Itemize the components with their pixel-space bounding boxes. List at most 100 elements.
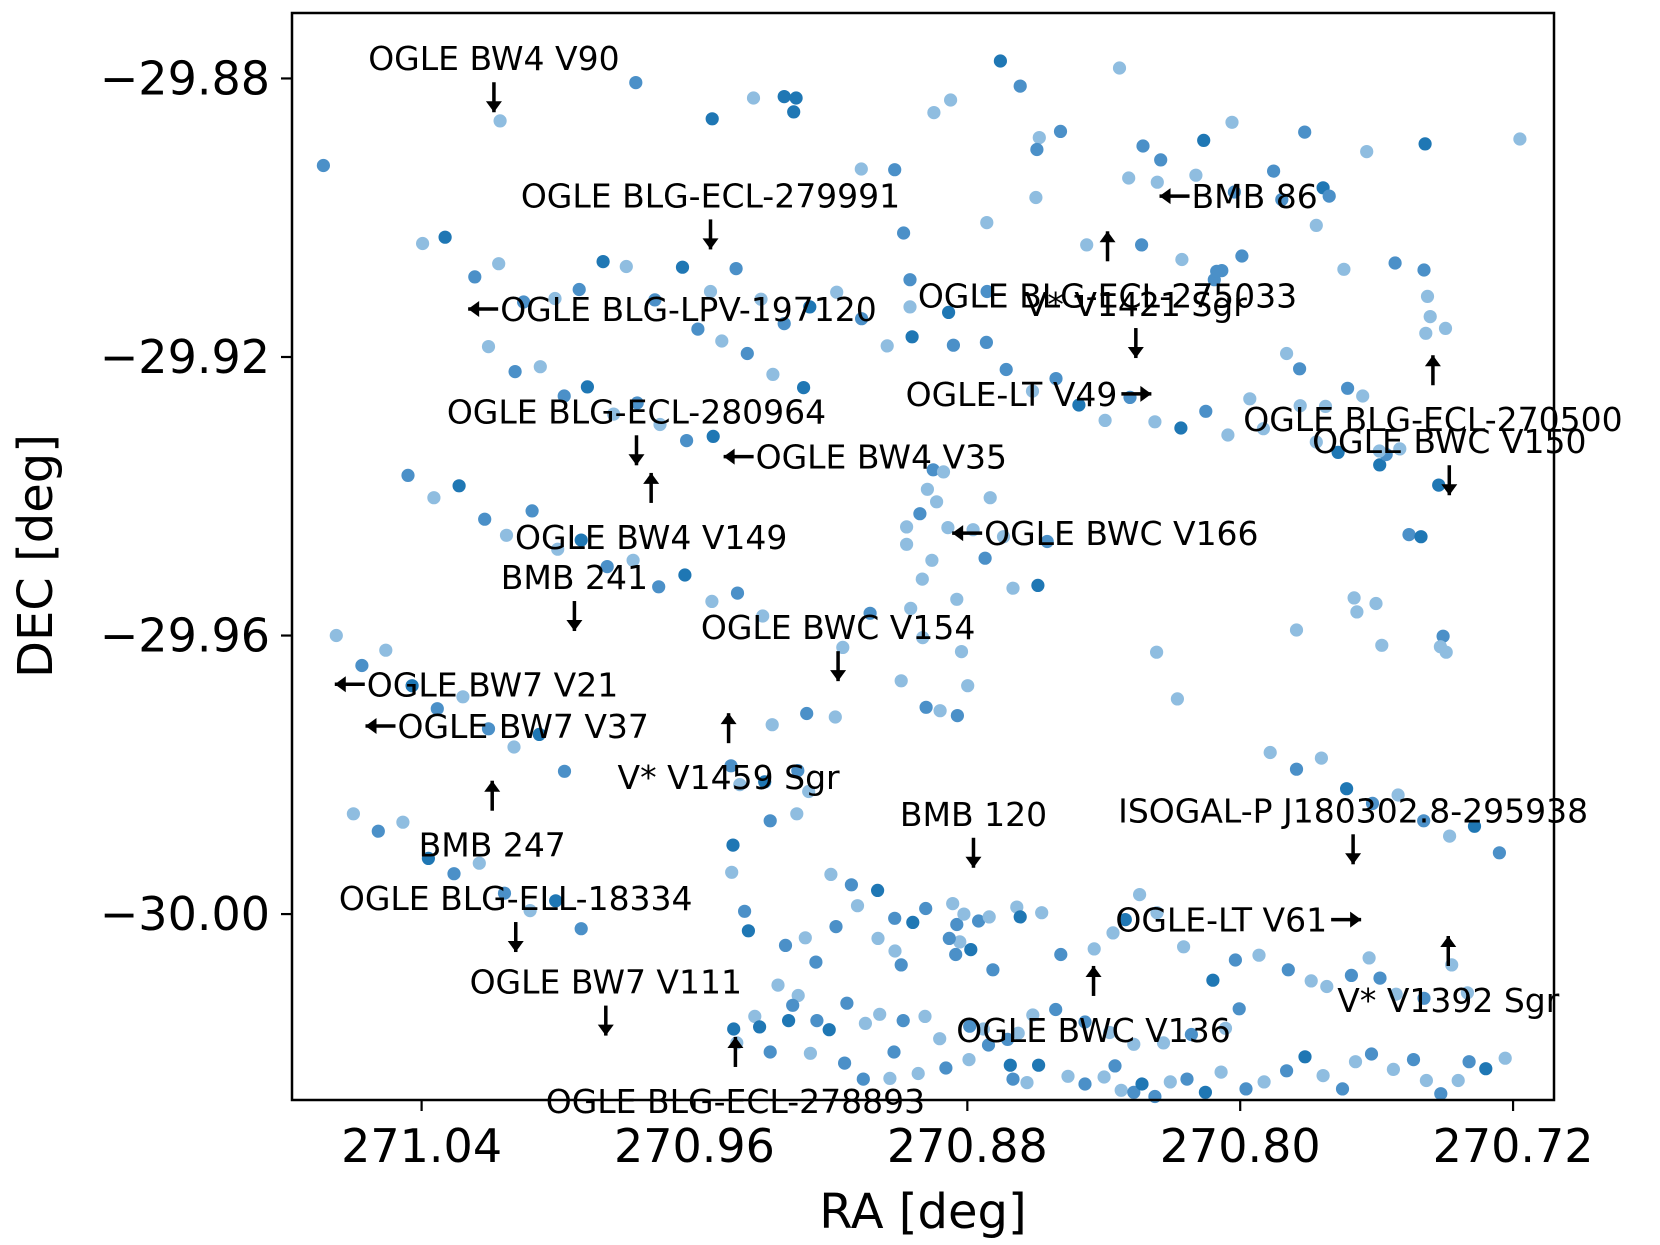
data-point — [911, 1066, 925, 1081]
data-point — [754, 292, 768, 306]
data-point — [1386, 1062, 1400, 1076]
data-point — [939, 1061, 953, 1075]
data-point — [824, 867, 838, 882]
data-point — [1108, 1059, 1122, 1073]
data-point — [1280, 1064, 1294, 1078]
annotation-arrow — [628, 435, 645, 466]
data-point — [1350, 605, 1364, 619]
data-point — [920, 482, 935, 496]
data-point — [1243, 392, 1257, 406]
data-point — [691, 322, 705, 336]
data-point — [983, 491, 997, 505]
data-point — [1106, 926, 1120, 940]
data-point — [888, 944, 902, 958]
data-point — [499, 528, 514, 542]
data-point — [1235, 249, 1249, 263]
data-point — [626, 553, 640, 567]
data-point — [1150, 645, 1164, 659]
data-point — [980, 216, 994, 230]
data-point — [933, 1032, 947, 1046]
data-point — [1316, 1069, 1330, 1083]
data-point — [557, 389, 571, 403]
plot-frame — [290, 11, 1556, 1102]
data-point — [396, 815, 410, 829]
data-point — [1112, 61, 1127, 75]
data-point — [1001, 1032, 1015, 1046]
data-point — [855, 312, 869, 326]
x-tick-label: 270.88 — [887, 1119, 1048, 1173]
annotation-arrow — [1345, 834, 1362, 865]
data-point — [703, 284, 718, 299]
data-point — [925, 553, 939, 567]
data-point — [1369, 596, 1383, 611]
data-point — [1423, 310, 1437, 324]
data-point — [873, 1007, 887, 1021]
data-point — [468, 270, 482, 284]
data-point — [1118, 913, 1132, 927]
data-point — [871, 931, 885, 946]
data-point — [738, 904, 752, 918]
data-point — [1406, 1053, 1421, 1067]
data-point — [1373, 458, 1387, 472]
data-point — [1281, 963, 1295, 977]
annotation-arrow — [727, 1036, 744, 1067]
data-point — [1136, 139, 1150, 153]
data-point — [1432, 478, 1446, 492]
data-point — [863, 606, 877, 620]
data-point — [1189, 168, 1203, 182]
x-tick-label: 270.80 — [1160, 1119, 1321, 1173]
data-point — [523, 904, 537, 918]
data-point — [1013, 79, 1027, 93]
data-point — [1513, 132, 1527, 146]
data-point — [452, 479, 466, 493]
data-point — [810, 1014, 824, 1028]
annotation-label: BMB 241 — [501, 558, 648, 597]
data-point — [549, 894, 563, 908]
data-point — [346, 807, 360, 821]
data-point — [355, 658, 369, 673]
data-point — [836, 640, 850, 655]
annotation-arrow — [952, 525, 983, 542]
data-point — [1097, 1070, 1111, 1084]
data-point — [918, 1009, 932, 1024]
data-point — [982, 910, 996, 924]
annotation-label: OGLE BW7 V21 — [367, 665, 618, 704]
annotation-arrow — [1085, 965, 1102, 996]
data-point — [1199, 404, 1213, 418]
data-point — [1293, 362, 1307, 376]
data-point — [715, 334, 729, 348]
data-point — [1365, 796, 1380, 811]
data-point — [596, 255, 610, 269]
data-point — [942, 931, 956, 946]
data-point — [705, 594, 719, 609]
data-point — [1331, 445, 1345, 459]
data-point — [1239, 1082, 1253, 1096]
data-point — [1175, 252, 1189, 267]
annotation-label: BMB 120 — [900, 795, 1047, 834]
data-point — [1049, 372, 1063, 386]
data-point — [844, 878, 859, 892]
data-point — [1337, 262, 1351, 276]
data-point — [900, 520, 914, 534]
data-point — [316, 158, 330, 173]
annotation-arrow — [1424, 355, 1441, 386]
data-point — [1197, 133, 1211, 147]
data-point — [1232, 1002, 1246, 1016]
data-point — [607, 407, 621, 421]
data-point — [746, 91, 761, 105]
data-point — [1072, 398, 1086, 412]
data-point — [1420, 289, 1435, 303]
data-point — [481, 340, 496, 354]
data-point — [1053, 124, 1068, 138]
data-point — [763, 814, 777, 828]
data-point — [1122, 171, 1136, 185]
annotation-arrow — [643, 472, 660, 503]
annotation-label: OGLE BLG-LPV-197120 — [500, 290, 877, 329]
data-point — [1013, 910, 1027, 924]
data-point — [758, 775, 772, 789]
annotation-arrow — [1099, 231, 1116, 262]
annotation-arrow — [830, 651, 847, 682]
data-point — [854, 162, 868, 176]
data-point — [1218, 1021, 1233, 1035]
data-point — [456, 690, 470, 704]
